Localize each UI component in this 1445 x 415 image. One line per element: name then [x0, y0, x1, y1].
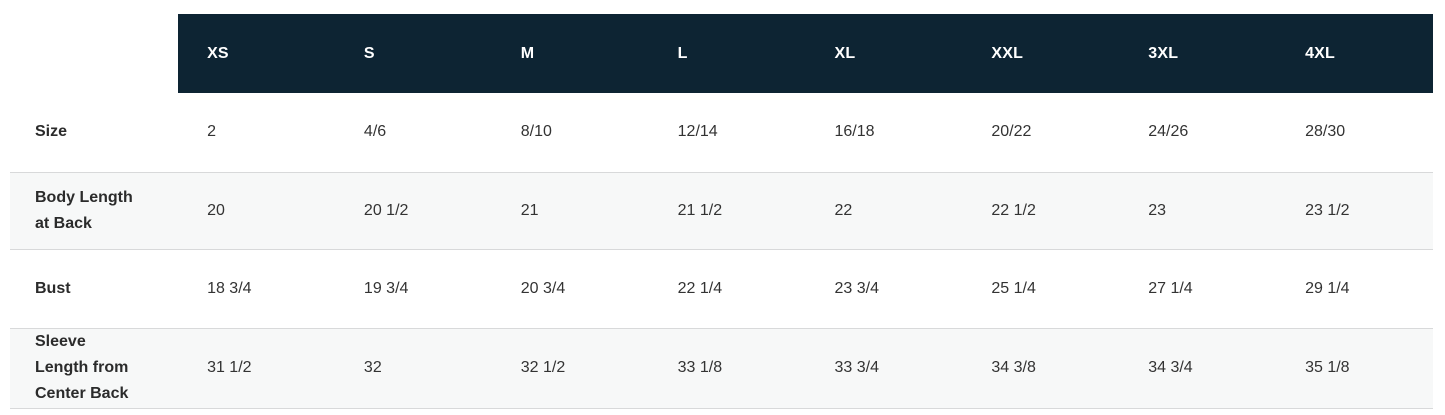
value-cell: 29 1/4 [1305, 279, 1350, 297]
value-cell: 23 1/2 [1305, 201, 1350, 219]
value-cell: 23 [1148, 201, 1167, 219]
value-cell: 20 [207, 201, 225, 219]
value-cell: 18 3/4 [207, 279, 252, 297]
header-cell-m: M [491, 14, 649, 93]
corner-cell [10, 14, 179, 93]
row-label-sleeve-length: Sleeve Length from Center Back [35, 333, 129, 402]
value-cell: 34 3/4 [1148, 359, 1193, 376]
value-cell: 22 1/4 [677, 279, 723, 297]
row-label-body-length: Body Length at Back [35, 188, 133, 232]
table-row-bust: Bust 18 3/4 19 3/4 20 3/4 22 1/4 23 3/4 … [10, 249, 1433, 328]
value-cell: 23 3/4 [834, 279, 879, 297]
table-row-sleeve-length: Sleeve Length from Center Back 31 1/2 32… [10, 328, 1433, 408]
size-chart-table: XS S M L XL XXL 3XL 4XL Size 2 4/6 8/10 … [10, 14, 1433, 409]
value-cell: 4/6 [363, 123, 387, 141]
value-cell: 32 1/2 [520, 359, 566, 376]
header-cell-l: L [648, 14, 806, 93]
value-cell: 22 1/2 [991, 201, 1036, 219]
value-cell: 27 1/4 [1148, 279, 1193, 297]
row-label-bust: Bust [35, 279, 71, 297]
value-cell: 20 3/4 [520, 279, 566, 297]
header-cell-3xl: 3XL [1119, 14, 1277, 93]
value-cell: 8/10 [520, 123, 552, 141]
value-cell: 25 1/4 [991, 279, 1036, 297]
header-cell-4xl: 4XL [1276, 14, 1433, 93]
value-cell: 35 1/8 [1305, 359, 1350, 376]
value-cell: 2 [207, 123, 216, 141]
value-cell: 24/26 [1148, 123, 1189, 141]
table-row-body-length: Body Length at Back 20 20 1/2 21 21 1/2 … [10, 172, 1433, 249]
value-cell: 20/22 [991, 123, 1032, 141]
value-cell: 33 3/4 [834, 359, 879, 376]
header-cell-s: S [334, 14, 492, 93]
value-cell: 12/14 [677, 123, 718, 141]
value-cell: 20 1/2 [363, 201, 409, 219]
header-row: XS S M L XL XXL 3XL 4XL [10, 14, 1433, 93]
header-cell-xs: XS [178, 14, 335, 93]
value-cell: 28/30 [1305, 123, 1346, 141]
value-cell: 22 [834, 201, 853, 219]
header-cell-xxl: XXL [962, 14, 1120, 93]
value-cell: 21 [520, 201, 539, 219]
value-cell: 16/18 [834, 123, 875, 141]
table-row-size: Size 2 4/6 8/10 12/14 16/18 20/22 24/26 … [10, 93, 1433, 172]
value-cell: 19 3/4 [363, 279, 409, 297]
header-cell-xl: XL [805, 14, 963, 93]
value-cell: 33 1/8 [677, 359, 723, 376]
value-cell: 31 1/2 [207, 359, 252, 376]
value-cell: 32 [363, 359, 382, 376]
row-label-size: Size [35, 123, 68, 141]
value-cell: 21 1/2 [677, 201, 723, 219]
value-cell: 34 3/8 [991, 359, 1036, 376]
